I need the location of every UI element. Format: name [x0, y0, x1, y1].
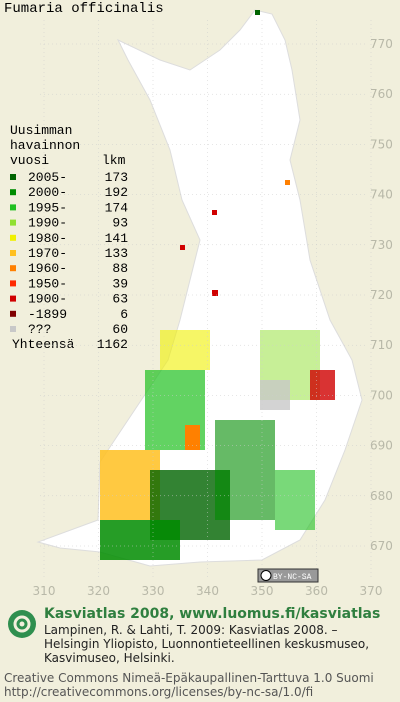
easting-label: 350	[251, 584, 274, 598]
legend-count: 173	[105, 170, 128, 185]
legend-column: lkm	[102, 153, 126, 168]
citation: Helsingin Yliopisto, Luonnontieteellinen…	[44, 637, 369, 651]
legend-swatch	[10, 310, 16, 317]
legend-swatch	[10, 280, 16, 287]
legend-label: 2000-	[28, 185, 67, 200]
legend-total-label: Yhteensä	[12, 337, 75, 352]
legend-count: 60	[112, 322, 128, 337]
finland-outline	[36, 9, 363, 567]
map-title: Fumaria officinalis	[4, 1, 164, 17]
footer-heading: Kasviatlas 2008, www.luomus.fi/kasviatla…	[44, 606, 380, 622]
license-text: Creative Commons Nimeä-Epäkaupallinen-Ta…	[4, 671, 374, 685]
northing-label: 670	[370, 539, 393, 553]
legend-column: vuosi	[10, 153, 49, 168]
northing-label: 720	[370, 288, 393, 302]
easting-label: 320	[87, 584, 110, 598]
easting-label: 370	[360, 584, 383, 598]
legend-total: 1162	[97, 337, 128, 352]
legend-label: 1980-	[28, 231, 67, 246]
legend-count: 192	[105, 185, 128, 200]
easting-label: 330	[142, 584, 165, 598]
citation: Kasvimuseo, Helsinki.	[44, 651, 175, 665]
legend-swatch	[10, 234, 16, 241]
citation: Lampinen, R. & Lahti, T. 2009: Kasviatla…	[44, 623, 338, 637]
legend-label: ???	[28, 322, 51, 337]
legend-heading: havainnon	[10, 138, 80, 153]
legend-label: 2005-	[28, 170, 67, 185]
legend-swatch	[10, 189, 16, 196]
legend-label: 1995-	[28, 200, 67, 215]
easting-label: 310	[33, 584, 56, 598]
northing-label: 750	[370, 137, 393, 151]
legend-count: 39	[112, 276, 128, 291]
license-url: http://creativecommons.org/licenses/by-n…	[4, 685, 313, 699]
legend-swatch	[10, 174, 16, 180]
legend-count: 174	[105, 200, 129, 215]
legend-swatch	[10, 326, 16, 332]
legend-swatch	[10, 219, 16, 226]
legend-label: 1900-	[28, 292, 67, 307]
legend-label: 1970-	[28, 246, 67, 261]
legend-swatch	[10, 295, 16, 302]
cc-badge: BY-NC-SA	[257, 568, 319, 583]
northing-label: 690	[370, 439, 393, 453]
easting-label: 360	[305, 584, 328, 598]
legend-swatch	[10, 250, 16, 256]
northing-label: 710	[370, 338, 393, 352]
legend-swatch	[10, 204, 16, 211]
northing-label: 770	[370, 37, 393, 51]
occurrence-patches	[100, 10, 335, 560]
legend-swatch	[10, 265, 16, 272]
northing-label: 760	[370, 87, 393, 101]
legend-label: 1990-	[28, 216, 67, 231]
legend-label: 1950-	[28, 276, 67, 291]
logo	[8, 610, 36, 638]
legend-label: 1960-	[28, 261, 67, 276]
legend-count: 141	[105, 231, 129, 246]
northing-label: 730	[370, 238, 393, 252]
cc-label: BY-NC-SA	[273, 573, 312, 582]
easting-label: 340	[196, 584, 219, 598]
legend-count: 133	[105, 246, 128, 261]
northing-label: 740	[370, 188, 393, 202]
legend-count: 88	[112, 261, 128, 276]
legend-count: 63	[112, 292, 128, 307]
legend-heading: Uusimman	[10, 123, 72, 138]
legend-count: 6	[120, 307, 128, 322]
legend-label: -1899	[28, 307, 67, 322]
northing-label: 700	[370, 388, 393, 402]
northing-label: 680	[370, 489, 393, 503]
legend-count: 93	[112, 216, 128, 231]
